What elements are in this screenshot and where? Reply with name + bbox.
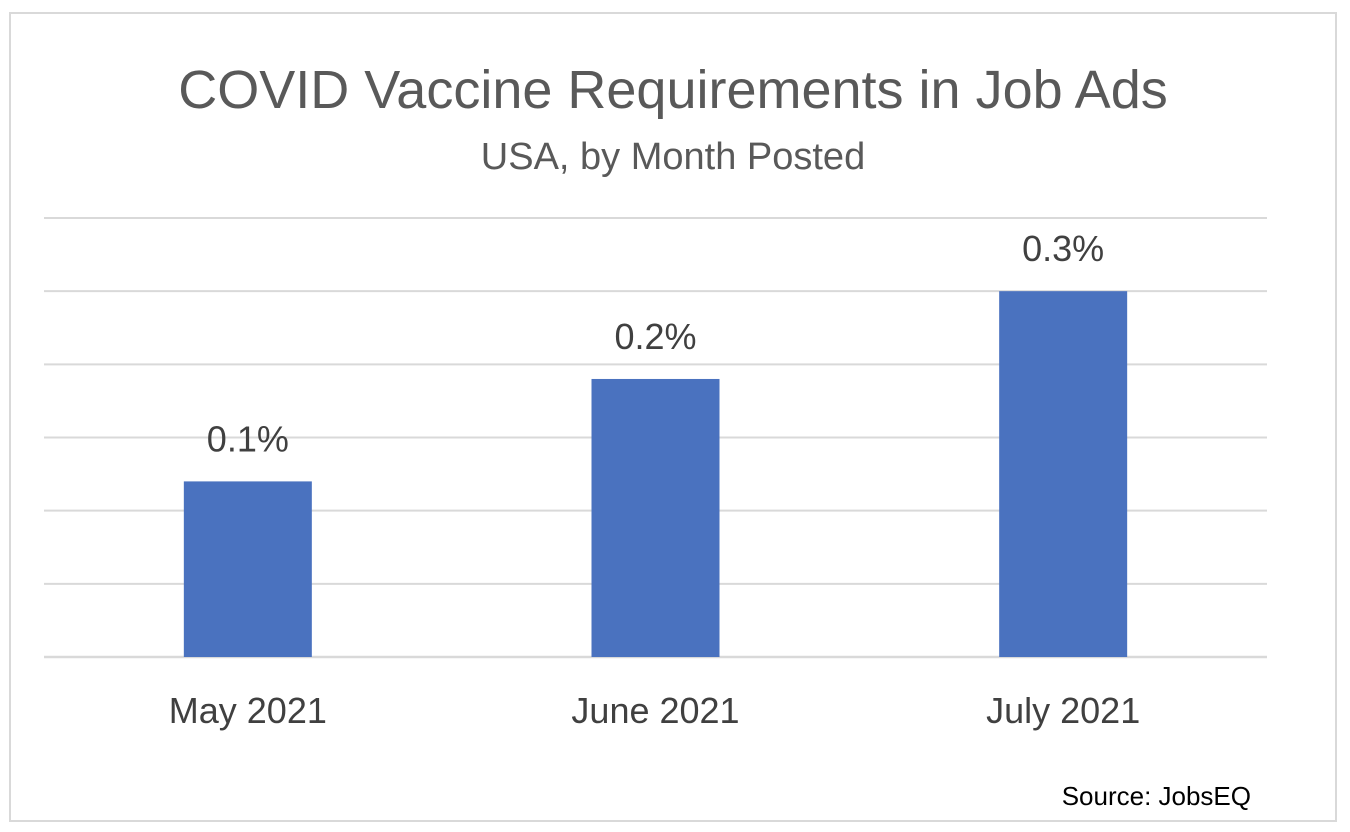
bars — [183, 291, 1128, 657]
x-axis-tick-labels: May 2021 June 2021 July 2021 — [169, 690, 1140, 731]
x-tick-label: June 2021 — [571, 690, 739, 731]
data-label: 0.1% — [207, 418, 289, 459]
bar — [999, 291, 1128, 657]
data-label: 0.2% — [614, 316, 696, 357]
bar — [183, 481, 312, 657]
source-note: Source: JobsEQ — [1061, 781, 1251, 811]
x-tick-label: July 2021 — [986, 690, 1140, 731]
x-tick-label: May 2021 — [169, 690, 327, 731]
bar — [591, 378, 720, 657]
data-labels: 0.1% 0.2% 0.3% — [207, 228, 1104, 459]
data-label: 0.3% — [1022, 228, 1104, 269]
chart-subtitle: USA, by Month Posted — [480, 136, 866, 178]
chart-title: COVID Vaccine Requirements in Job Ads — [178, 60, 1168, 120]
